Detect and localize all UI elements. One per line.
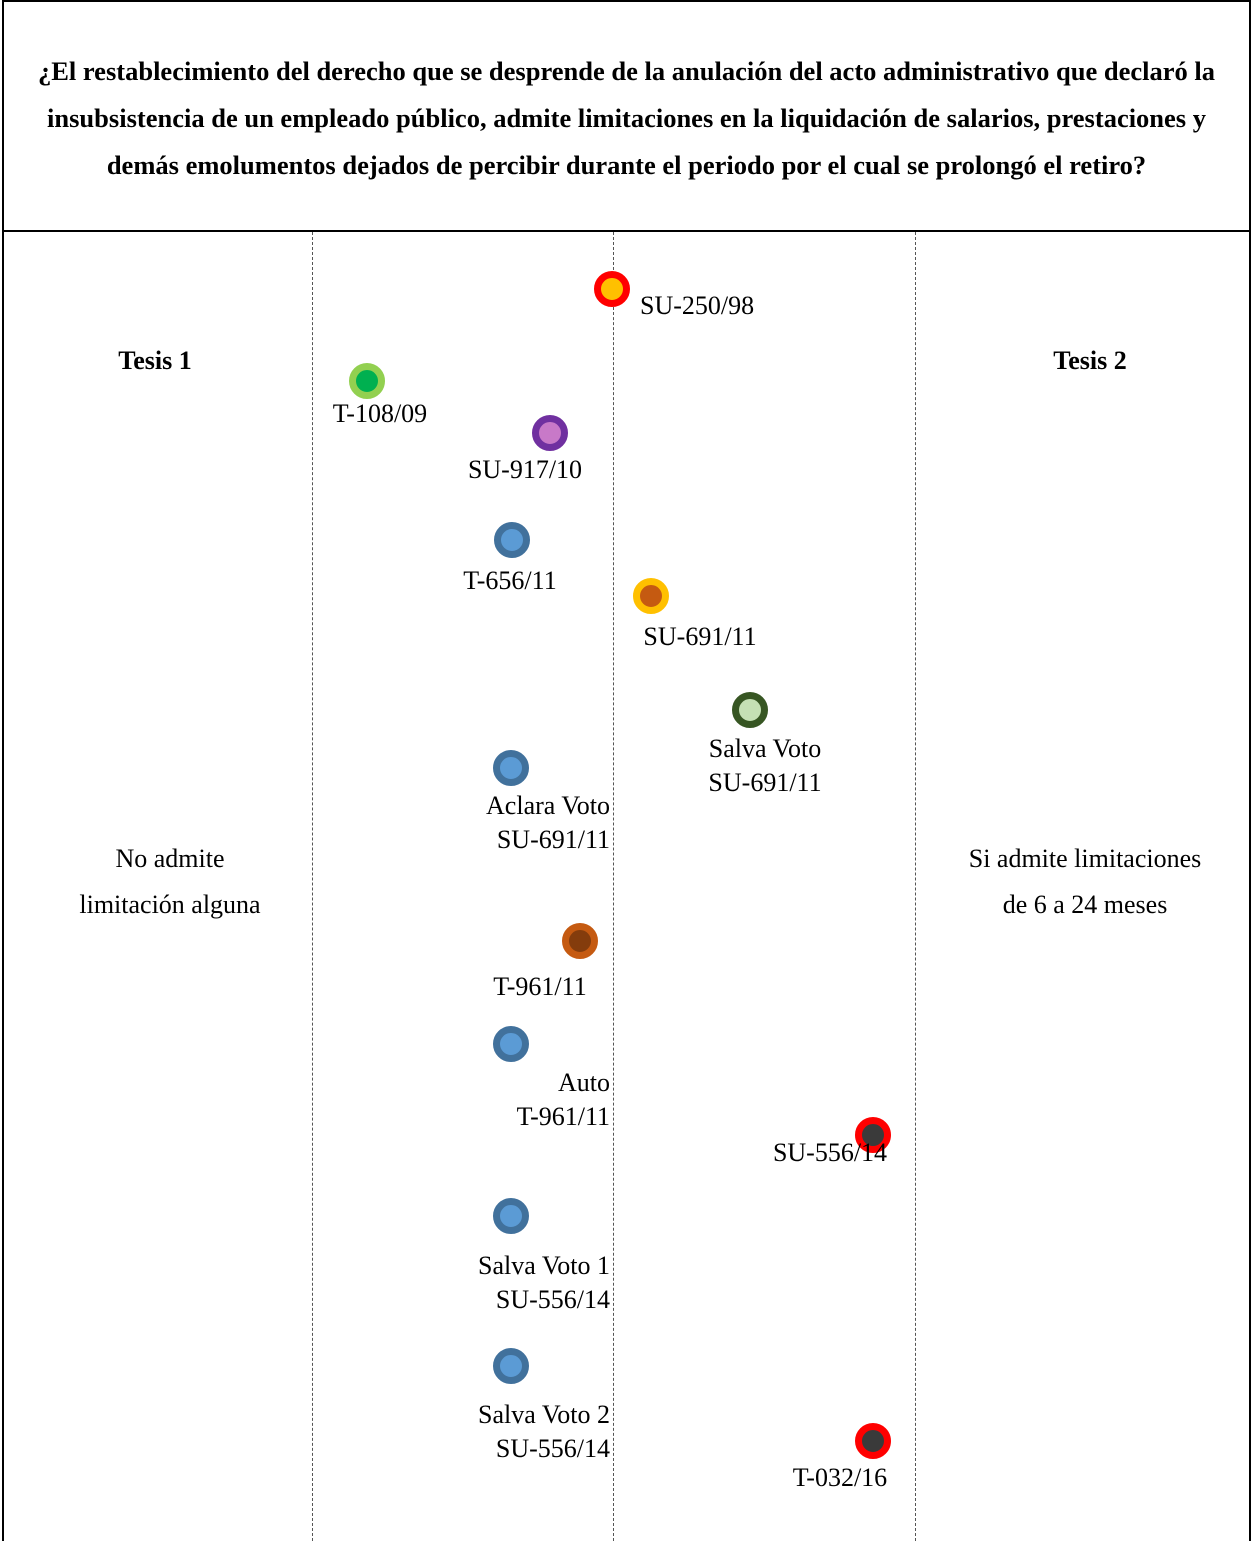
ruling-marker-icon: [349, 363, 385, 399]
ruling-label: Auto T-961/11: [516, 1068, 610, 1131]
ruling-label: SU-556/14: [772, 1138, 888, 1167]
ruling-marker-icon: [532, 415, 568, 451]
ruling-marker-icon: [493, 750, 529, 786]
ruling-label: T-961/11: [493, 972, 587, 1001]
ruling-marker-icon: [493, 1026, 529, 1062]
ruling-label: T-108/09: [332, 399, 428, 428]
question-header: ¿El restablecimiento del derecho que se …: [2, 0, 1251, 232]
question-text: ¿El restablecimiento del derecho que se …: [37, 55, 1215, 180]
ruling-marker-icon: [732, 692, 768, 728]
divider-line-center: [613, 232, 614, 1541]
ruling-marker-icon: [493, 1198, 529, 1234]
thesis1-description: No admite limitación alguna: [79, 844, 261, 919]
ruling-label: Salva Voto 2 SU-556/14: [478, 1400, 610, 1463]
ruling-marker-icon: [493, 1348, 529, 1384]
thesis2-title: Tesis 2: [1053, 346, 1127, 375]
thesis1-title: Tesis 1: [118, 346, 192, 375]
ruling-label: T-656/11: [463, 566, 557, 595]
ruling-marker-icon: [494, 522, 530, 558]
ruling-label: T-032/16: [792, 1463, 888, 1492]
divider-line-2: [915, 232, 916, 1541]
ruling-label: SU-917/10: [467, 455, 583, 484]
ruling-marker-icon: [562, 923, 598, 959]
ruling-marker-icon: [855, 1423, 891, 1459]
ruling-label: Salva Voto 1 SU-556/14: [478, 1251, 610, 1314]
ruling-label: SU-250/98: [640, 291, 755, 320]
ruling-label: SU-691/11: [643, 622, 757, 651]
ruling-label: Salva Voto SU-691/11: [708, 734, 822, 797]
thesis2-description: Si admite limitaciones de 6 a 24 meses: [968, 844, 1202, 919]
ruling-marker-icon: [633, 578, 669, 614]
ruling-marker-icon: [594, 271, 630, 307]
divider-line-1: [312, 232, 313, 1541]
ruling-label: Aclara Voto SU-691/11: [486, 791, 610, 854]
ruling-marker-icon: [855, 1117, 891, 1153]
